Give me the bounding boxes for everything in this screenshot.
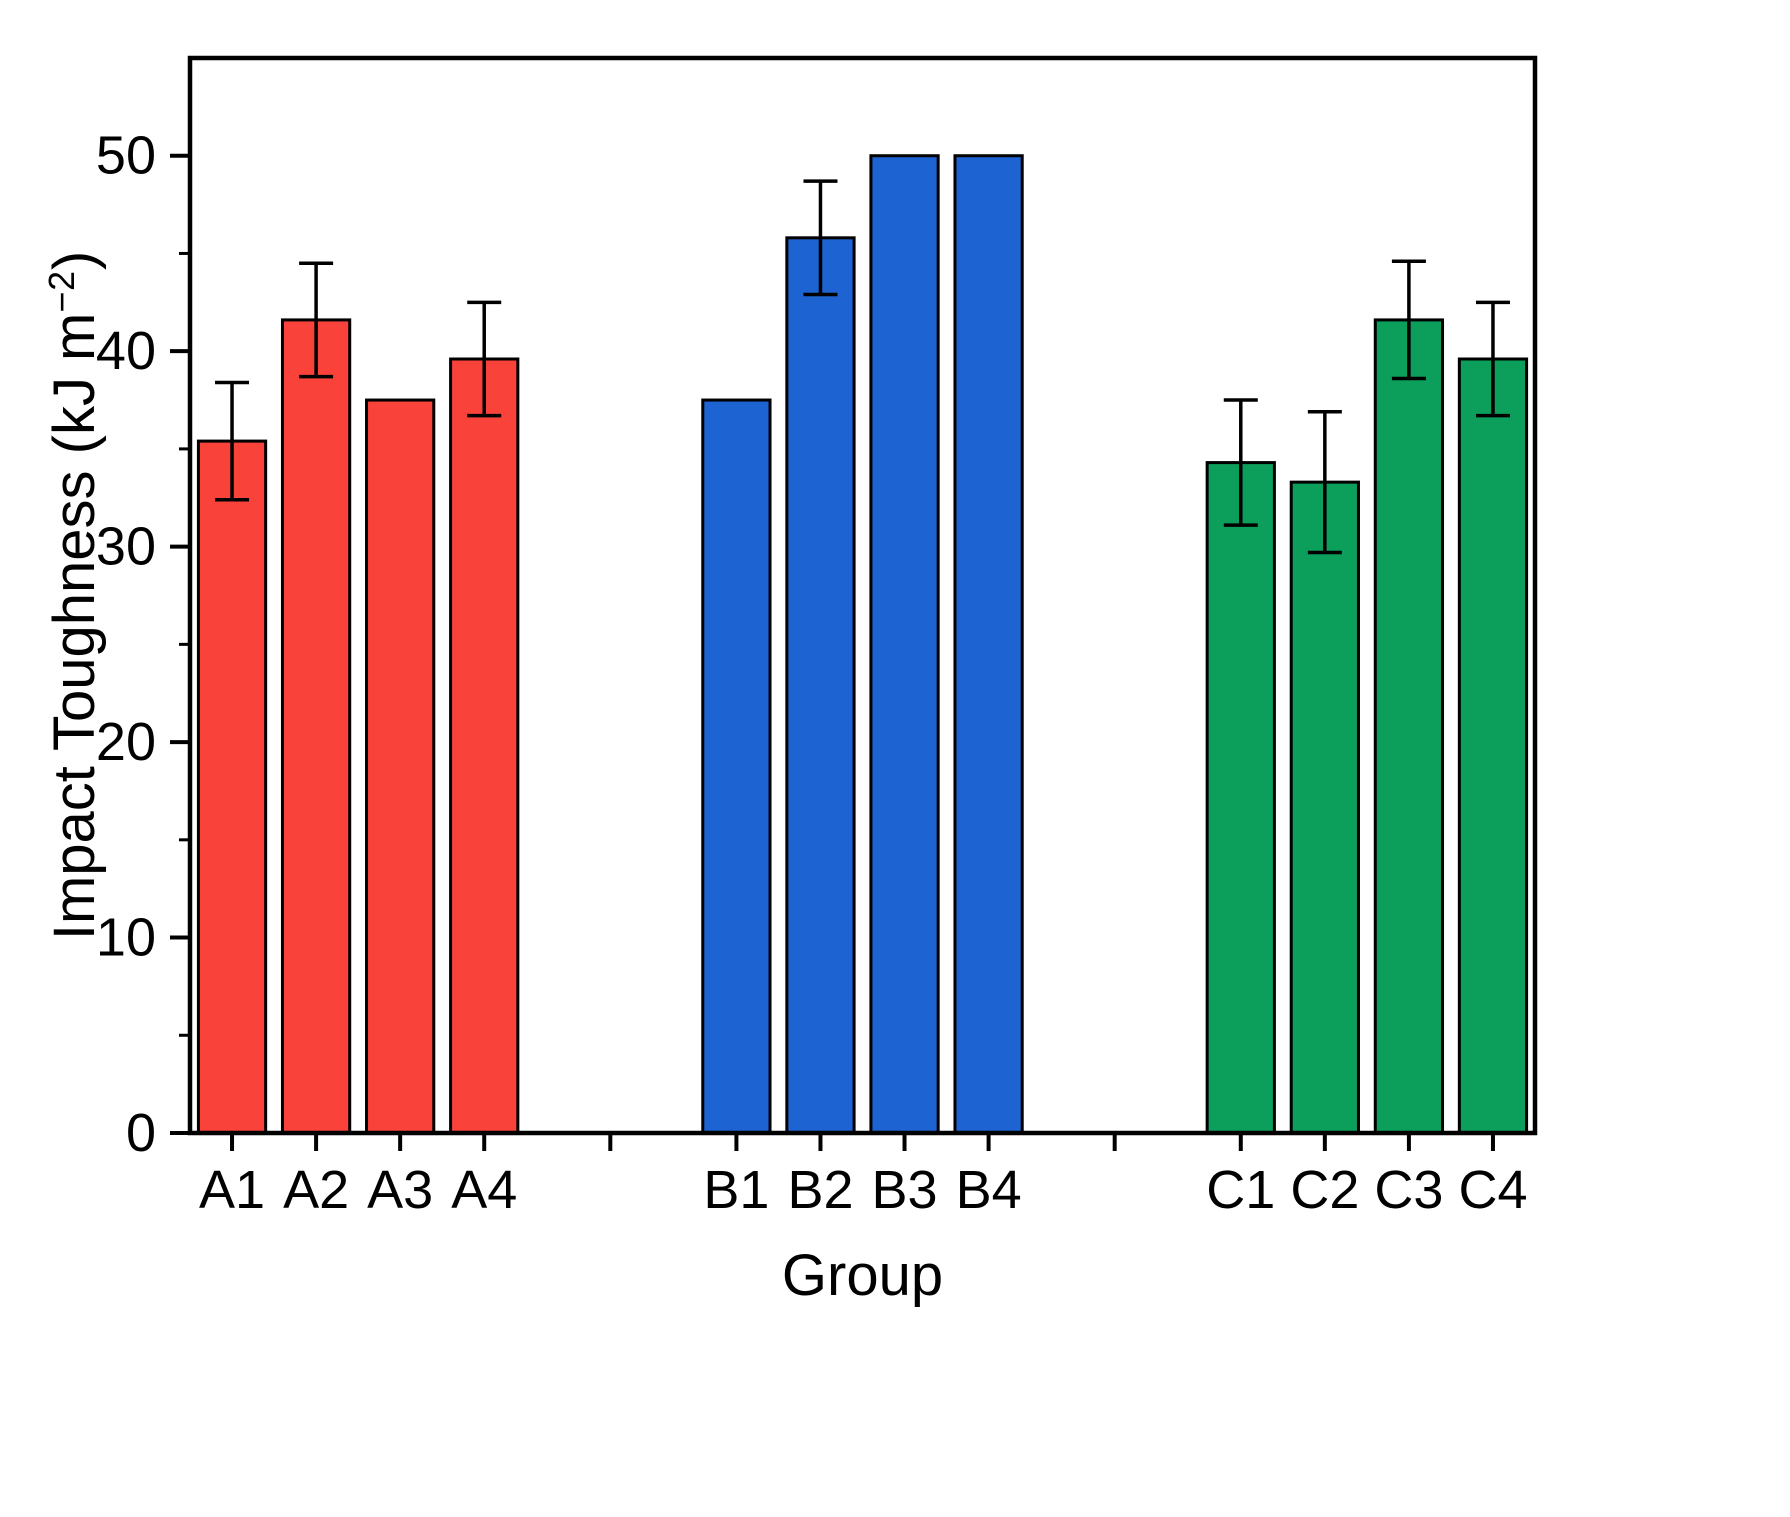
x-tick-label-A2: A2: [283, 1160, 349, 1220]
y-tick-label-30: 30: [96, 517, 156, 577]
x-tick-label-B2: B2: [787, 1160, 853, 1220]
bar-C4: [1457, 357, 1529, 1135]
x-tick-label-B3: B3: [872, 1160, 938, 1220]
y-tick-label-10: 10: [96, 908, 156, 968]
x-tick-label-C4: C4: [1458, 1160, 1527, 1220]
x-tick-label-A1: A1: [199, 1160, 265, 1220]
bar-C2: [1289, 480, 1360, 1135]
bar-B1: [701, 398, 772, 1135]
y-tick-label-40: 40: [96, 321, 156, 381]
bar-C3: [1373, 318, 1445, 1135]
bar-B2: [785, 236, 856, 1135]
x-tick-label-B1: B1: [703, 1160, 769, 1220]
y-tick-label-0: 0: [126, 1103, 156, 1163]
axis-frame: [187, 55, 1538, 1136]
x-tick-label-C1: C1: [1206, 1160, 1275, 1220]
y-tick-label-50: 50: [96, 126, 156, 186]
bar-A2: [280, 318, 352, 1135]
x-tick-label-C3: C3: [1374, 1160, 1443, 1220]
bar-C1: [1205, 461, 1276, 1135]
bar-B4: [953, 154, 1024, 1135]
x-tick-label-A3: A3: [367, 1160, 433, 1220]
x-tick-label-B4: B4: [956, 1160, 1022, 1220]
bar-A1: [196, 439, 268, 1135]
x-tick-label-A4: A4: [451, 1160, 517, 1220]
x-tick-label-C2: C2: [1290, 1160, 1359, 1220]
bar-A4: [449, 357, 520, 1135]
bar-B3: [869, 154, 940, 1135]
y-tick-label-20: 20: [96, 712, 156, 772]
bar-A3: [365, 398, 436, 1135]
